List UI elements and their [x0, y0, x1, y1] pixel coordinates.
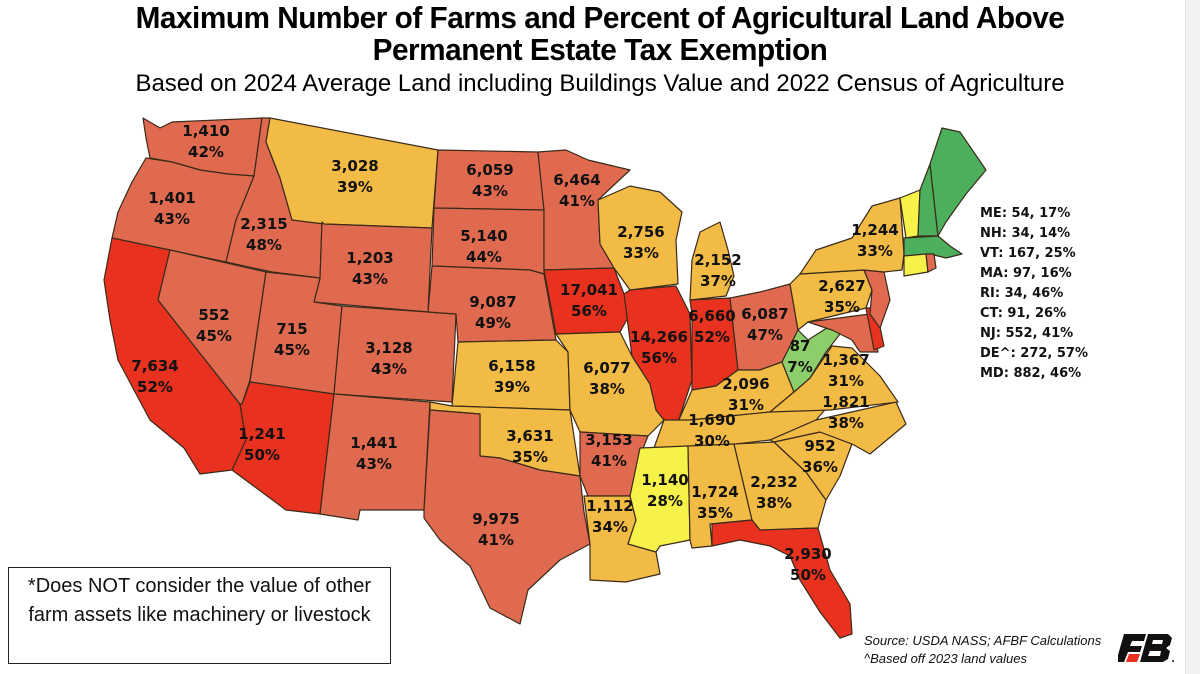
- label-WI: 2,756 33%: [617, 223, 665, 262]
- label-PA: 2,627 35%: [818, 277, 866, 316]
- label-NE: 9,087 49%: [469, 293, 517, 332]
- source-line: Source: USDA NASS; AFBF Calculations: [864, 633, 1102, 648]
- ne-item-ma: MA: 97, 16%: [980, 266, 1072, 281]
- state-NY: [799, 197, 905, 275]
- footnote-box: *Does NOT consider the value of other fa…: [8, 567, 391, 664]
- label-KY: 2,096 31%: [722, 375, 770, 414]
- chart-title: Maximum Number of Farms and Percent of A…: [24, 2, 1176, 66]
- label-LA: 1,112 34%: [586, 497, 634, 536]
- state-TX: [423, 409, 591, 625]
- label-UT: 715 45%: [274, 320, 310, 359]
- ne-item-ct: CT: 91, 26%: [980, 306, 1067, 321]
- afbf-logo-icon: [1118, 634, 1174, 662]
- state-NC: [769, 401, 907, 455]
- label-IA: 17,041 56%: [560, 281, 618, 320]
- label-TX: 9,975 41%: [472, 510, 520, 549]
- label-OK: 3,631 35%: [506, 427, 554, 466]
- northeast-states-list: ME: 54, 17% NH: 34, 14% VT: 167, 25% MA:…: [980, 204, 1088, 384]
- source-note: Source: USDA NASS; AFBF Calculations ^Ba…: [864, 632, 1101, 668]
- label-KS: 6,158 39%: [488, 357, 536, 396]
- ne-item-nj: NJ: 552, 41%: [980, 326, 1074, 341]
- label-MT: 3,028 39%: [331, 157, 379, 196]
- state-VT: [899, 189, 921, 239]
- label-VA: 1,367 31%: [822, 351, 870, 390]
- label-TN: 1,690 30%: [688, 411, 736, 450]
- chart-subtitle: Based on 2024 Average Land including Bui…: [135, 70, 1065, 97]
- label-MI: 2,152 37%: [694, 251, 742, 290]
- ne-item-me: ME: 54, 17%: [980, 206, 1071, 221]
- state-CO: [333, 305, 457, 403]
- label-FL: 2,930 50%: [784, 545, 832, 584]
- label-OH: 6,087 47%: [741, 305, 789, 344]
- label-ND: 6,059 43%: [466, 161, 514, 200]
- state-FL: [711, 519, 853, 639]
- label-AR: 3,153 41%: [585, 431, 633, 470]
- state-WI: [597, 185, 683, 291]
- state-RI: [925, 253, 937, 273]
- label-CA: 7,634 52%: [131, 357, 179, 396]
- label-IL: 14,266 56%: [630, 328, 688, 367]
- ne-item-nh: NH: 34, 14%: [980, 226, 1071, 241]
- state-ME: [929, 127, 987, 237]
- label-AZ: 1,241 50%: [238, 425, 286, 464]
- ne-item-ri: RI: 34, 46%: [980, 286, 1064, 301]
- label-MO: 6,077 38%: [583, 359, 631, 398]
- title-line-2: Permanent Estate Tax Exemption: [372, 32, 828, 67]
- label-AL: 1,724 35%: [691, 483, 739, 522]
- label-GA: 2,232 38%: [750, 473, 798, 512]
- ne-item-de: DE^: 272, 57%: [980, 346, 1089, 361]
- ne-item-vt: VT: 167, 25%: [980, 246, 1076, 261]
- label-CO: 3,128 43%: [365, 339, 413, 378]
- frame-edge: [1185, 0, 1200, 674]
- land-values-note: ^Based off 2023 land values: [864, 651, 1027, 666]
- title-line-1: Maximum Number of Farms and Percent of A…: [135, 0, 1065, 35]
- ne-item-md: MD: 882, 46%: [980, 366, 1082, 381]
- label-ID: 2,315 48%: [240, 215, 288, 254]
- state-CT: [903, 253, 929, 277]
- label-OR: 1,401 43%: [148, 189, 196, 228]
- label-NY: 1,244 33%: [851, 221, 899, 260]
- label-WY: 1,203 43%: [346, 249, 394, 288]
- label-WA: 1,410 42%: [182, 122, 230, 161]
- label-NV: 552 45%: [196, 306, 232, 345]
- label-SC: 952 36%: [802, 437, 838, 476]
- label-IN: 6,660 52%: [688, 307, 736, 346]
- label-WV: 87 7%: [787, 337, 813, 376]
- label-MS: 1,140 28%: [641, 471, 689, 510]
- label-MN: 6,464 41%: [553, 171, 601, 210]
- state-MI: [689, 221, 735, 301]
- label-NC: 1,821 38%: [822, 393, 870, 432]
- label-NM: 1,441 43%: [350, 434, 398, 473]
- label-SD: 5,140 44%: [460, 227, 508, 266]
